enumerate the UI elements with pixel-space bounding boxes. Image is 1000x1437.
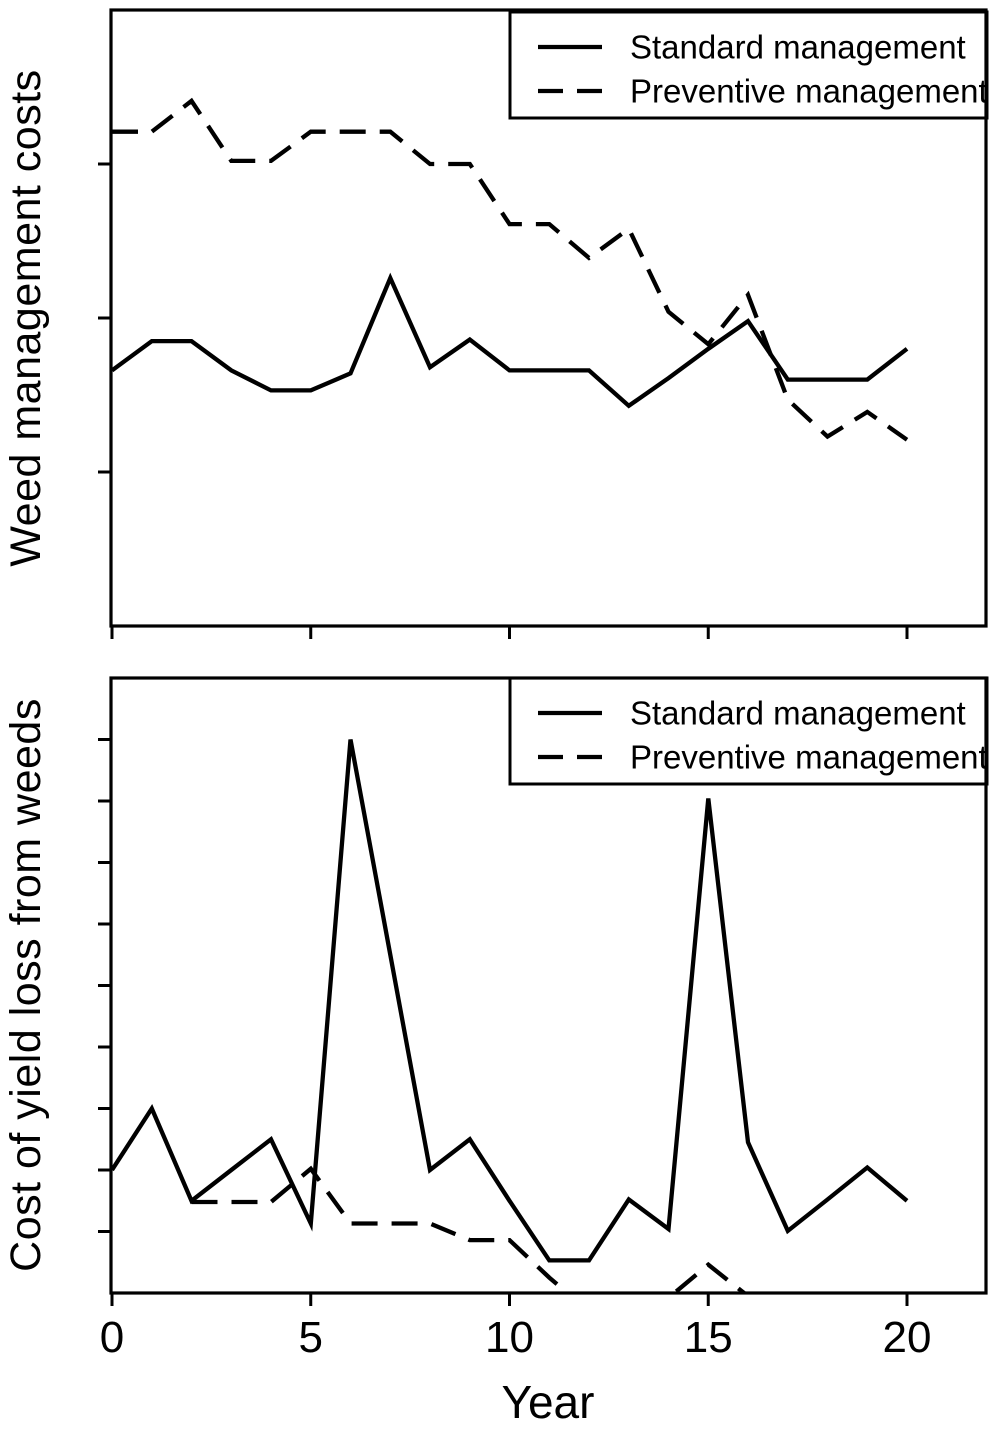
legend-label-standard: Standard management [630,695,966,732]
top-panel-ticks [98,162,909,639]
series-line-standard [111,739,909,1263]
legend-box [508,10,989,120]
top-panel-legend: Standard management Preventive managemen… [508,10,989,120]
series-line-preventive [191,1165,748,1293]
top-y-axis-label: Weed management costs [2,69,50,566]
x-tick-label: 20 [883,1313,932,1362]
legend-label-standard: Standard management [630,29,966,66]
x-tick-labels: 0 5 10 15 20 [100,1313,932,1362]
x-tick-label: 0 [100,1313,124,1362]
series-line-standard [111,272,909,409]
bottom-panel-ticks [98,738,909,1306]
bottom-panel-series [111,739,909,1293]
bottom-y-axis-label: Cost of yield loss from weeds [2,698,50,1272]
panel-cost-of-yield-loss: Standard management Preventive managemen… [2,676,989,1306]
panel-weed-management-costs: Standard management Preventive managemen… [2,8,989,639]
x-tick-label: 15 [684,1313,733,1362]
bottom-panel-legend: Standard management Preventive managemen… [508,676,989,786]
legend-label-preventive: Preventive management [630,739,988,776]
legend-label-preventive: Preventive management [630,73,988,110]
x-axis-label: Year [502,1376,595,1428]
x-tick-label: 10 [485,1313,534,1362]
x-tick-label: 5 [299,1313,323,1362]
series-line-preventive [112,97,909,442]
top-panel-series [111,97,909,442]
legend-box [508,676,989,786]
